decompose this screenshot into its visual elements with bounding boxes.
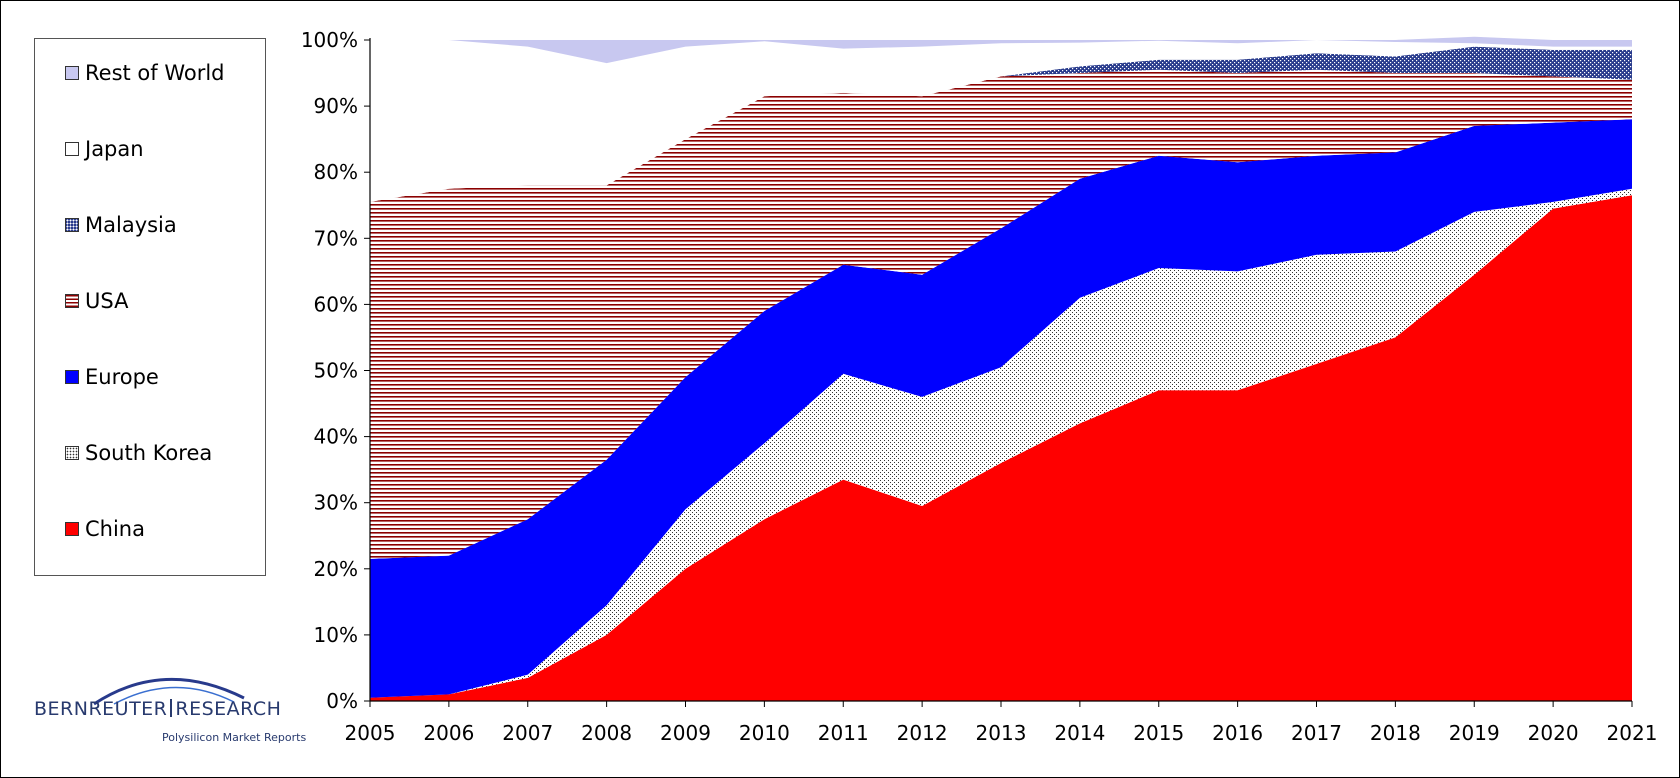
legend-label: Rest of World — [85, 61, 225, 85]
area-south-korea — [370, 188, 1632, 698]
logo-company-name: BERNREUTER RESEARCH — [34, 698, 281, 720]
x-tick-label: 2009 — [660, 721, 711, 745]
legend-item-usa: USA — [65, 289, 128, 313]
x-tick-label: 2006 — [423, 721, 474, 745]
y-tick-label: 100% — [301, 28, 358, 52]
legend-label: USA — [85, 289, 129, 313]
x-tick-label: 2012 — [897, 721, 948, 745]
area-japan — [370, 40, 1632, 202]
y-tick-label: 70% — [314, 226, 358, 250]
legend-label: Japan — [85, 137, 144, 161]
logo-company-left: BERNREUTER — [34, 698, 168, 720]
y-tick-label: 30% — [314, 491, 358, 515]
x-tick-label: 2016 — [1212, 721, 1263, 745]
area-china — [370, 195, 1632, 702]
legend-swatch-europe — [65, 370, 79, 384]
y-tick-label: 0% — [326, 689, 358, 713]
legend-label: Europe — [85, 365, 159, 389]
x-tick-label: 2015 — [1133, 721, 1184, 745]
legend-swatch-japan — [65, 142, 79, 156]
x-tick-label: 2005 — [345, 721, 396, 745]
y-tick-label: 60% — [314, 292, 358, 316]
y-tick-label: 40% — [314, 425, 358, 449]
x-tick-label: 2019 — [1449, 721, 1500, 745]
y-tick-label: 90% — [314, 94, 358, 118]
legend-swatch-malaysia — [65, 218, 79, 232]
x-tick-label: 2013 — [976, 721, 1027, 745]
x-tick-label: 2021 — [1607, 721, 1658, 745]
x-tick-label: 2010 — [739, 721, 790, 745]
legend-label: China — [85, 517, 145, 541]
y-tick-label: 10% — [314, 623, 358, 647]
x-tick-label: 2008 — [581, 721, 632, 745]
y-tick-label: 80% — [314, 160, 358, 184]
x-tick-label: 2018 — [1370, 721, 1421, 745]
legend-swatch-china — [65, 522, 79, 536]
x-tick-label: 2020 — [1528, 721, 1579, 745]
x-tick-label: 2007 — [502, 721, 553, 745]
logo-company-right: RESEARCH — [175, 698, 282, 720]
bernreuter-logo: BERNREUTER RESEARCH Polysilicon Market Re… — [34, 668, 306, 748]
x-tick-label: 2014 — [1054, 721, 1105, 745]
legend: Rest of World Japan Malaysia USA Europe South… — [34, 38, 266, 576]
logo-arc-icon — [93, 677, 245, 706]
logo-divider — [170, 699, 173, 717]
legend-item-japan: Japan — [65, 137, 144, 161]
y-tick-label: 20% — [314, 557, 358, 581]
area-malaysia — [370, 46, 1632, 202]
logo-tagline: Polysilicon Market Reports — [162, 731, 307, 744]
area-europe — [370, 119, 1632, 698]
legend-item-malaysia: Malaysia — [65, 213, 177, 237]
legend-swatch-usa — [65, 294, 79, 308]
legend-swatch-south-korea — [65, 446, 79, 460]
x-tick-label: 2011 — [818, 721, 869, 745]
y-tick-label: 50% — [314, 359, 358, 383]
legend-item-south-korea: South Korea — [65, 441, 212, 465]
legend-swatch-rest-of-world — [65, 66, 79, 80]
x-tick-label: 2017 — [1291, 721, 1342, 745]
legend-item-europe: Europe — [65, 365, 159, 389]
legend-item-china: China — [65, 517, 145, 541]
legend-label: South Korea — [85, 441, 213, 465]
area-rest-of-world — [370, 36, 1632, 64]
legend-item-rest-of-world: Rest of World — [65, 61, 225, 85]
area-usa — [370, 69, 1632, 559]
legend-label: Malaysia — [85, 213, 177, 237]
